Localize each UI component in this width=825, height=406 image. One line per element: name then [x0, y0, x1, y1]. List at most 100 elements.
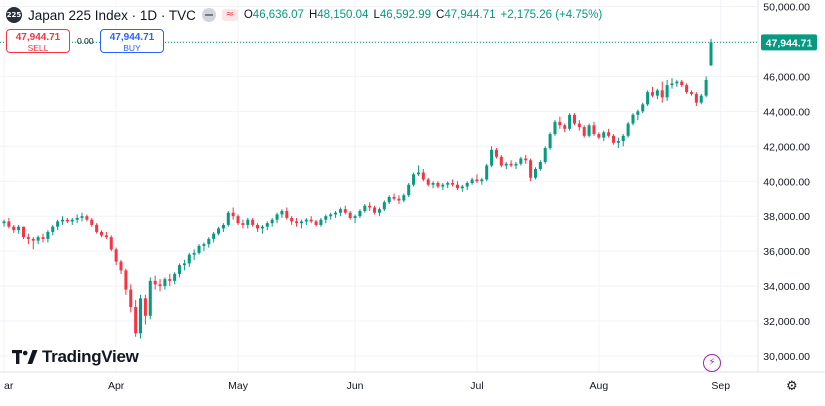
- candle[interactable]: [290, 216, 294, 225]
- candle[interactable]: [607, 128, 611, 138]
- candle[interactable]: [299, 219, 303, 229]
- tradingview-logo[interactable]: TradingView: [12, 347, 139, 367]
- candle[interactable]: [514, 162, 518, 170]
- candle[interactable]: [338, 207, 342, 217]
- candle[interactable]: [90, 217, 94, 227]
- candle[interactable]: [699, 93, 703, 105]
- candle[interactable]: [646, 90, 650, 107]
- candle[interactable]: [382, 200, 386, 211]
- candle[interactable]: [441, 182, 445, 190]
- candle[interactable]: [704, 76, 708, 98]
- candle[interactable]: [563, 123, 567, 133]
- candle[interactable]: [231, 207, 235, 220]
- candle[interactable]: [377, 207, 381, 217]
- candle[interactable]: [17, 224, 21, 234]
- candle[interactable]: [270, 217, 274, 227]
- candle[interactable]: [392, 193, 396, 201]
- candle[interactable]: [114, 247, 118, 266]
- candle[interactable]: [616, 137, 620, 149]
- candle[interactable]: [348, 210, 352, 220]
- candle[interactable]: [568, 113, 572, 131]
- candle[interactable]: [139, 294, 143, 339]
- candle[interactable]: [309, 216, 313, 224]
- candle[interactable]: [368, 202, 372, 211]
- candle[interactable]: [597, 132, 601, 140]
- candle[interactable]: [524, 155, 528, 164]
- candle[interactable]: [680, 79, 684, 87]
- wave-icon[interactable]: ≈: [221, 9, 238, 21]
- candle[interactable]: [143, 294, 147, 325]
- candle[interactable]: [168, 273, 172, 287]
- candle[interactable]: [134, 300, 138, 337]
- candle[interactable]: [665, 79, 669, 101]
- candle[interactable]: [655, 88, 659, 100]
- candle[interactable]: [451, 179, 455, 187]
- candle[interactable]: [543, 146, 547, 164]
- candle[interactable]: [660, 81, 664, 103]
- chart-title[interactable]: Japan 225 Index · 1D · TVC: [28, 7, 196, 23]
- candle[interactable]: [519, 156, 523, 166]
- candle[interactable]: [221, 223, 225, 232]
- candle[interactable]: [197, 244, 201, 255]
- candle[interactable]: [124, 268, 128, 295]
- candle[interactable]: [246, 217, 250, 229]
- candle[interactable]: [2, 219, 6, 227]
- candle[interactable]: [475, 174, 479, 183]
- candle[interactable]: [416, 165, 420, 177]
- candle[interactable]: [207, 237, 211, 248]
- candle[interactable]: [202, 242, 206, 252]
- candle[interactable]: [236, 214, 240, 225]
- candle[interactable]: [192, 249, 196, 260]
- candle[interactable]: [509, 160, 513, 168]
- minus-circle-icon[interactable]: [201, 8, 216, 22]
- sell-button[interactable]: 47,944.71 SELL: [6, 29, 70, 53]
- candle[interactable]: [709, 38, 713, 67]
- candle[interactable]: [553, 120, 557, 136]
- candle[interactable]: [12, 224, 16, 233]
- candle[interactable]: [324, 214, 328, 224]
- candle[interactable]: [407, 182, 411, 197]
- candle[interactable]: [611, 134, 615, 145]
- candle[interactable]: [295, 217, 299, 227]
- candle[interactable]: [363, 203, 367, 213]
- candle[interactable]: [548, 132, 552, 150]
- candle[interactable]: [163, 277, 167, 290]
- candle[interactable]: [577, 120, 581, 131]
- candle[interactable]: [95, 223, 99, 234]
- candle[interactable]: [256, 223, 260, 232]
- candle[interactable]: [212, 231, 216, 243]
- candle[interactable]: [494, 148, 498, 159]
- candle[interactable]: [36, 235, 40, 245]
- candle[interactable]: [426, 177, 430, 187]
- candle[interactable]: [343, 205, 347, 215]
- candle[interactable]: [70, 217, 74, 225]
- candle[interactable]: [329, 212, 333, 220]
- candle[interactable]: [265, 221, 269, 231]
- candle[interactable]: [431, 181, 435, 189]
- candle[interactable]: [631, 113, 635, 126]
- candle[interactable]: [641, 102, 645, 114]
- candle[interactable]: [260, 224, 264, 234]
- candle[interactable]: [636, 109, 640, 121]
- candle[interactable]: [480, 177, 484, 185]
- candle[interactable]: [251, 217, 255, 227]
- candle[interactable]: [119, 259, 123, 274]
- candle[interactable]: [178, 263, 182, 278]
- candle[interactable]: [173, 272, 177, 285]
- candle[interactable]: [670, 78, 674, 89]
- candle[interactable]: [373, 205, 377, 215]
- candle[interactable]: [587, 123, 591, 138]
- candle[interactable]: [538, 160, 542, 171]
- candle[interactable]: [412, 172, 416, 187]
- candle[interactable]: [582, 125, 586, 138]
- candle[interactable]: [558, 116, 562, 129]
- candle[interactable]: [397, 195, 401, 204]
- candle[interactable]: [109, 235, 113, 252]
- candle[interactable]: [436, 181, 440, 189]
- candle[interactable]: [65, 217, 69, 224]
- candle[interactable]: [694, 92, 698, 107]
- candle[interactable]: [285, 207, 289, 220]
- candle[interactable]: [104, 231, 108, 239]
